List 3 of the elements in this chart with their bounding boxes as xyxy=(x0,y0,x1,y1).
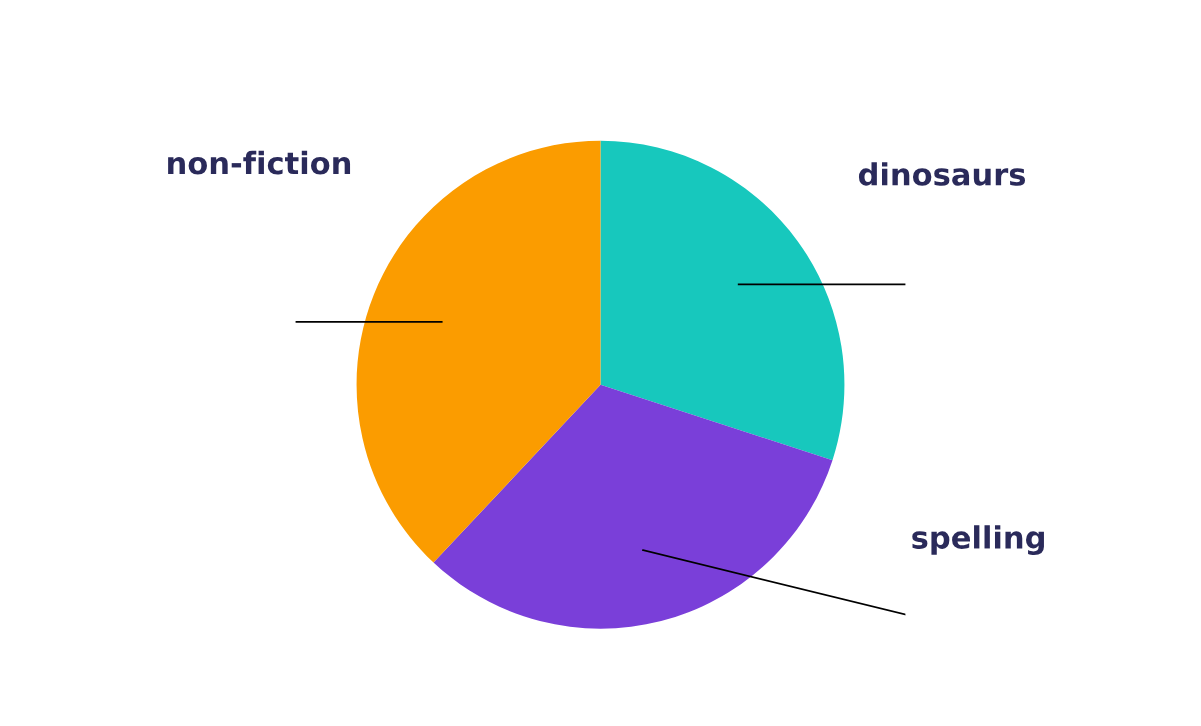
slice-label: dinosaurs xyxy=(858,162,1026,186)
slice-label: non-fiction xyxy=(168,150,351,175)
slice-label: spelling xyxy=(912,525,1044,556)
